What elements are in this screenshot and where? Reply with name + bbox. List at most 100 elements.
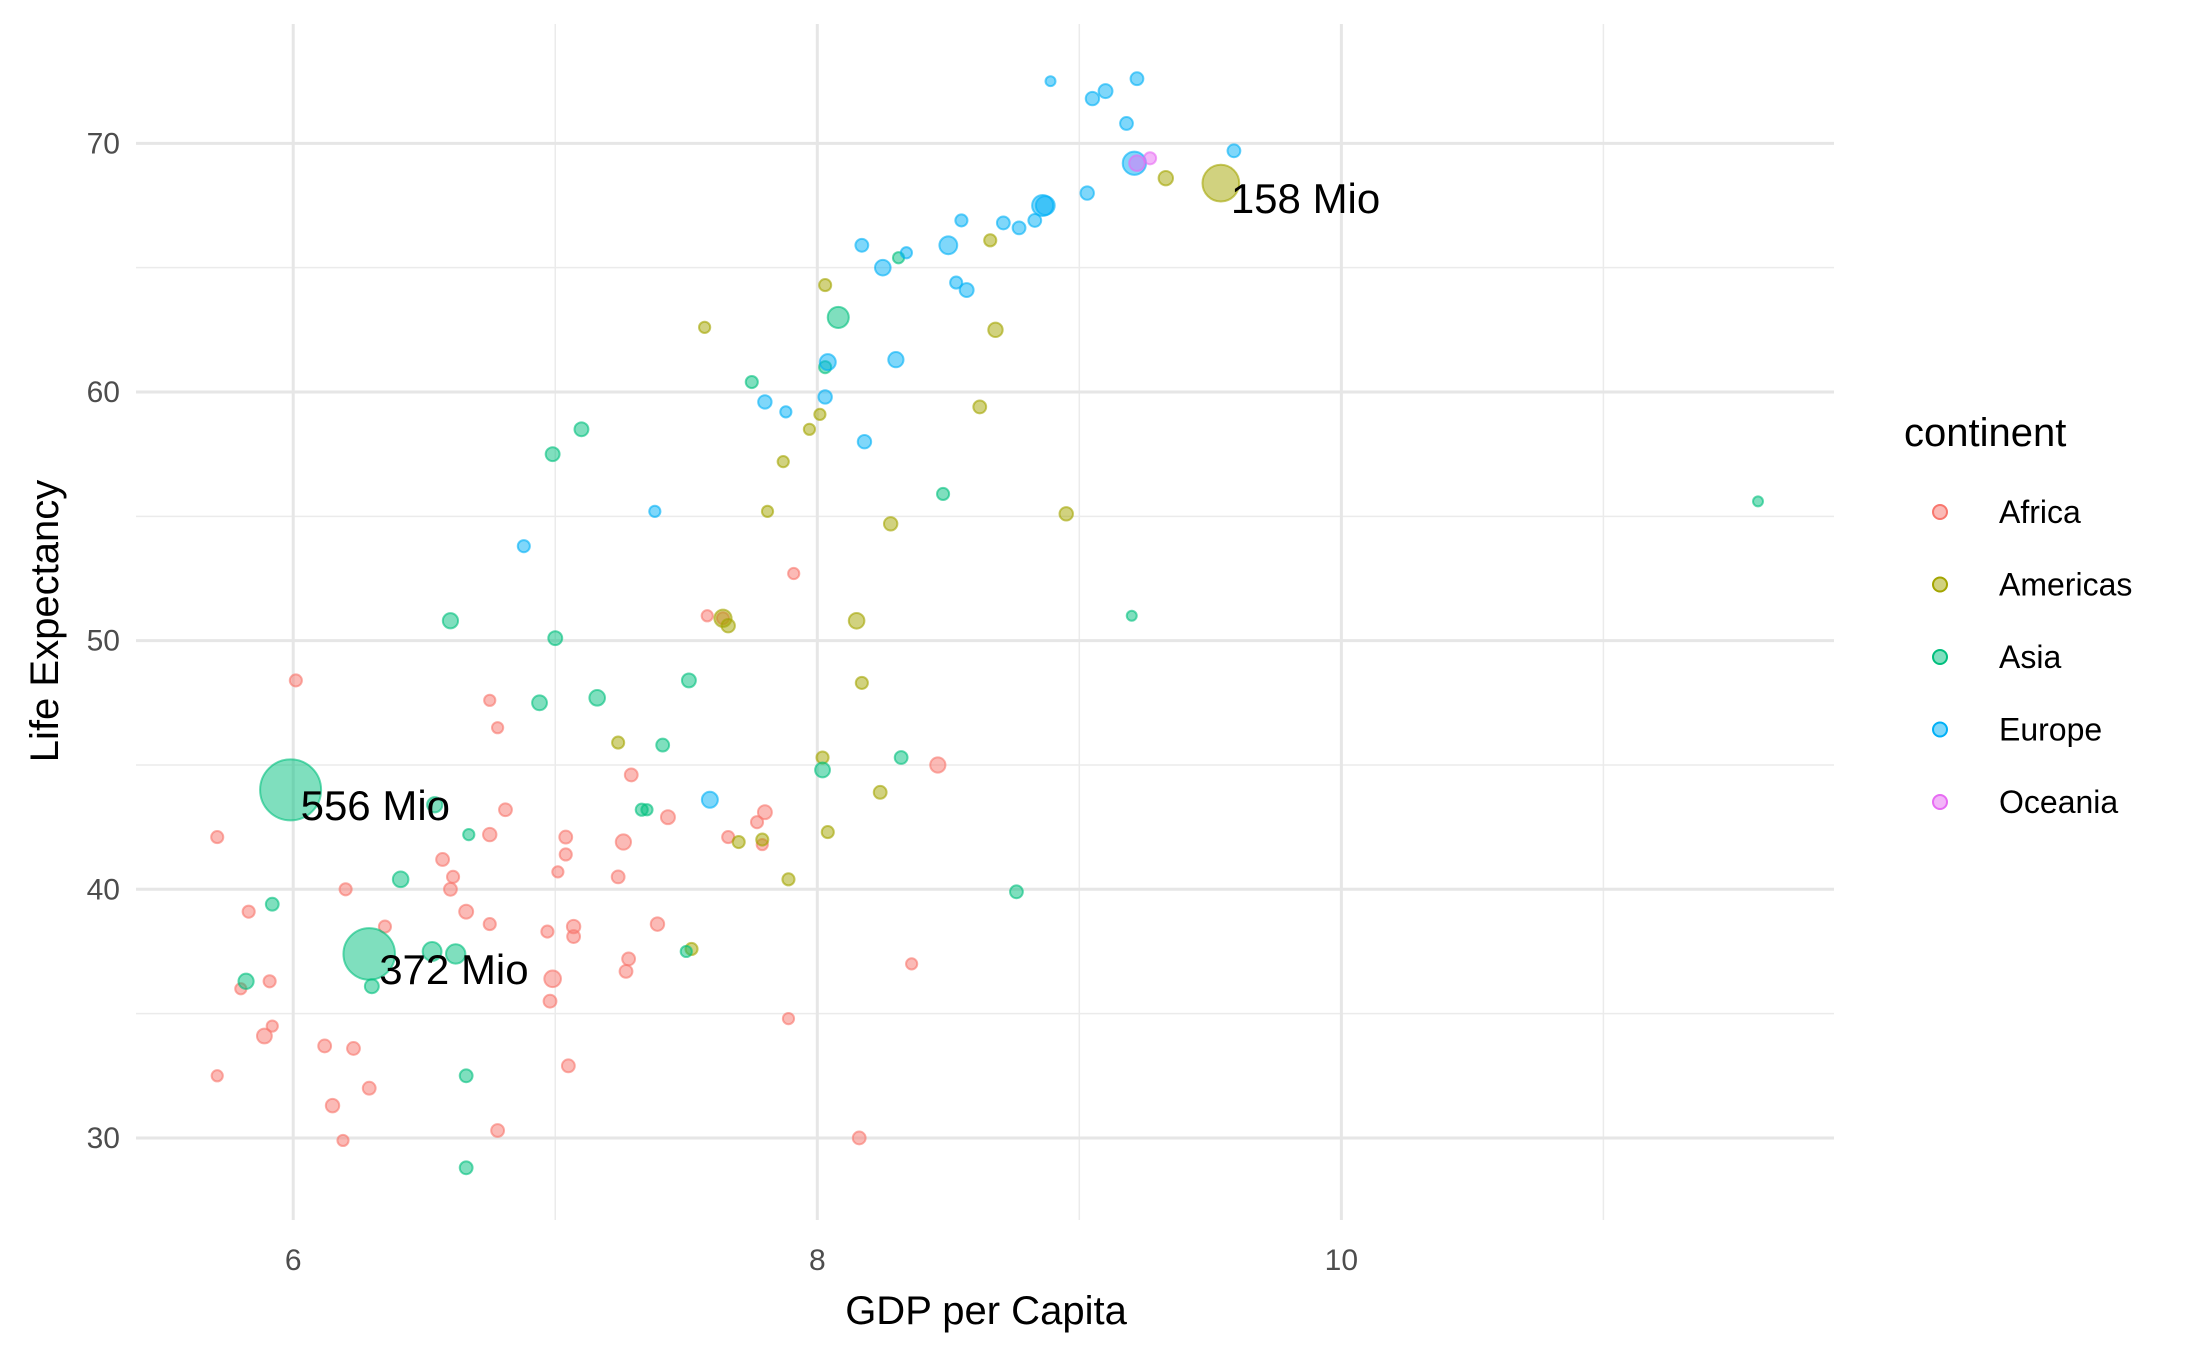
legend-label: Europe (1999, 712, 2102, 748)
y-tick-label: 40 (87, 873, 120, 906)
point-africa (540, 924, 555, 939)
point-africa (498, 802, 513, 818)
point-europe (958, 282, 975, 299)
point-africa (610, 869, 626, 885)
y-tick-label: 60 (87, 376, 120, 409)
point-europe (1079, 185, 1095, 201)
point-africa (361, 1080, 377, 1096)
point-americas (781, 872, 796, 887)
point-asia (544, 446, 561, 463)
point-europe (949, 275, 964, 290)
point-europe (995, 215, 1011, 231)
point-americas (882, 516, 899, 532)
point-europe (779, 405, 793, 419)
point-europe (1084, 90, 1101, 107)
point-asia (826, 305, 850, 329)
point-africa (929, 756, 947, 774)
point-africa (491, 721, 505, 735)
legend-label: Americas (1999, 567, 2132, 603)
point-americas (1157, 169, 1175, 187)
y-tick-label: 30 (87, 1122, 120, 1155)
point-europe (873, 258, 892, 277)
point-africa (210, 1069, 224, 1083)
point-africa (241, 904, 256, 919)
point-africa (458, 903, 475, 920)
point-africa (262, 974, 277, 989)
point-africa (288, 673, 303, 688)
point-asia (421, 941, 443, 962)
legend-key-asia (1932, 649, 1948, 665)
point-asia (259, 758, 323, 822)
legend-label: Oceania (1999, 784, 2118, 820)
point-americas (731, 834, 746, 850)
point-africa (566, 929, 582, 944)
point-africa (317, 1038, 333, 1054)
legend-key-americas (1932, 576, 1948, 593)
point-africa (749, 815, 765, 830)
point-americas (802, 422, 817, 436)
x-tick-label: 8 (809, 1244, 826, 1277)
point-americas (854, 675, 869, 690)
point-americas (1201, 163, 1241, 203)
point-asia (588, 689, 606, 707)
point-oceania (1128, 154, 1146, 173)
point-asia (936, 486, 951, 502)
point-africa (210, 830, 225, 845)
point-annotation: 372 Mio (379, 946, 528, 993)
point-americas (698, 320, 712, 334)
point-asia (426, 796, 444, 814)
point-africa (618, 963, 634, 979)
point-europe (1027, 213, 1043, 228)
point-annotation: 158 Mio (1231, 175, 1380, 222)
point-asia (458, 1160, 474, 1176)
legend-label: Africa (1999, 494, 2081, 530)
legend: continent Africa Americas Asia Europe Oceani… (1904, 411, 2132, 820)
point-africa (542, 993, 558, 1009)
point-americas (983, 233, 998, 248)
point-oceania (1143, 151, 1158, 166)
legend-key-oceania (1932, 794, 1948, 810)
point-africa (543, 969, 562, 989)
point-europe (856, 434, 873, 450)
point-asia (458, 1068, 474, 1084)
point-africa (905, 957, 919, 971)
point-africa (324, 1097, 341, 1114)
point-europe (1226, 143, 1242, 159)
point-asia (531, 694, 548, 712)
legend-label: Asia (1999, 639, 2061, 675)
point-africa (483, 693, 497, 707)
point-asia (744, 374, 759, 390)
point-africa (614, 833, 633, 851)
point-europe (516, 539, 531, 554)
point-europe (899, 246, 913, 260)
x-tick-label: 6 (285, 1244, 302, 1277)
point-africa (336, 1133, 350, 1148)
point-asia (462, 827, 476, 842)
point-asia (655, 737, 671, 753)
point-asia (441, 612, 460, 630)
point-africa (851, 1130, 867, 1146)
point-asia (1752, 495, 1765, 508)
point-africa (346, 1041, 361, 1056)
point-asia (1009, 884, 1024, 900)
data-points (210, 71, 1765, 1176)
point-europe (1044, 75, 1057, 88)
point-americas (872, 784, 888, 800)
point-europe (817, 389, 833, 405)
point-africa (756, 804, 773, 821)
gridlines (136, 24, 1834, 1220)
point-africa (558, 847, 573, 862)
point-africa (558, 829, 574, 845)
legend-title: continent (1904, 411, 2066, 455)
point-americas (760, 504, 775, 518)
point-americas (611, 735, 626, 750)
point-americas (776, 455, 790, 469)
point-europe (818, 353, 837, 372)
y-axis-title: Life Expectancy (23, 480, 67, 762)
point-africa (443, 881, 458, 897)
point-europe (1097, 83, 1114, 100)
point-europe (700, 790, 719, 809)
point-europe (938, 235, 959, 256)
point-africa (265, 1019, 279, 1033)
